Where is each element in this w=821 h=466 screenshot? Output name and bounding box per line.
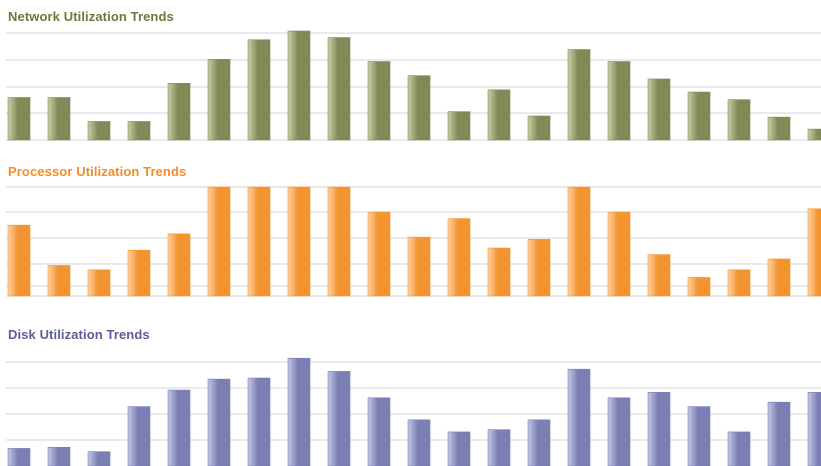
bar: [287, 186, 311, 297]
bar: [727, 431, 751, 466]
bar: [687, 277, 711, 297]
bar: [767, 401, 791, 466]
network-chart: [6, 30, 821, 141]
bar: [567, 49, 591, 141]
bar: [407, 75, 431, 141]
chart-title: Processor Utilization Trends: [8, 164, 187, 179]
bar: [407, 419, 431, 466]
bar: [447, 431, 471, 466]
bar: [727, 99, 751, 141]
bar: [87, 121, 111, 141]
processor-chart-panel: Processor Utilization Trends: [0, 150, 821, 310]
bar: [607, 211, 631, 297]
bar: [7, 97, 31, 141]
bar: [127, 406, 151, 466]
bar: [327, 371, 351, 466]
bar: [7, 224, 31, 297]
chart-title: Disk Utilization Trends: [8, 327, 150, 342]
bar: [247, 377, 271, 466]
bar: [647, 254, 671, 297]
bar: [807, 208, 821, 297]
bar: [87, 451, 111, 466]
bar: [7, 448, 31, 466]
bar: [527, 115, 551, 141]
bar: [367, 211, 391, 297]
bar: [567, 368, 591, 466]
bar: [287, 30, 311, 141]
chart-title: Network Utilization Trends: [8, 9, 174, 24]
disk-chart-panel: Disk Utilization Trends: [0, 310, 821, 466]
bar: [687, 406, 711, 466]
bar: [287, 357, 311, 466]
bar: [247, 186, 271, 297]
bar: [167, 233, 191, 297]
bar: [367, 61, 391, 141]
bar: [47, 265, 71, 297]
bar: [47, 447, 71, 466]
bar: [47, 97, 71, 141]
bar: [447, 111, 471, 141]
bar: [527, 239, 551, 297]
processor-chart: [6, 186, 821, 297]
bar: [687, 91, 711, 141]
bar: [487, 429, 511, 466]
bar: [327, 186, 351, 297]
bar: [647, 78, 671, 141]
network-chart-panel: Network Utilization Trends: [0, 0, 821, 150]
bar: [207, 378, 231, 466]
bar: [167, 83, 191, 141]
bar: [327, 37, 351, 141]
bar: [447, 218, 471, 297]
bar: [607, 61, 631, 141]
bar: [767, 116, 791, 141]
bar: [87, 269, 111, 297]
bar: [807, 128, 821, 141]
bar: [767, 258, 791, 297]
bar: [247, 39, 271, 141]
bar: [647, 391, 671, 466]
bar: [487, 247, 511, 297]
bar: [207, 186, 231, 297]
bar: [527, 419, 551, 466]
bar: [807, 391, 821, 466]
bar: [207, 59, 231, 141]
bar: [487, 89, 511, 141]
bar: [127, 249, 151, 297]
disk-chart: [6, 357, 821, 466]
bar: [567, 186, 591, 297]
bar: [167, 389, 191, 466]
bar: [727, 269, 751, 297]
bar: [127, 121, 151, 141]
bar: [407, 236, 431, 297]
